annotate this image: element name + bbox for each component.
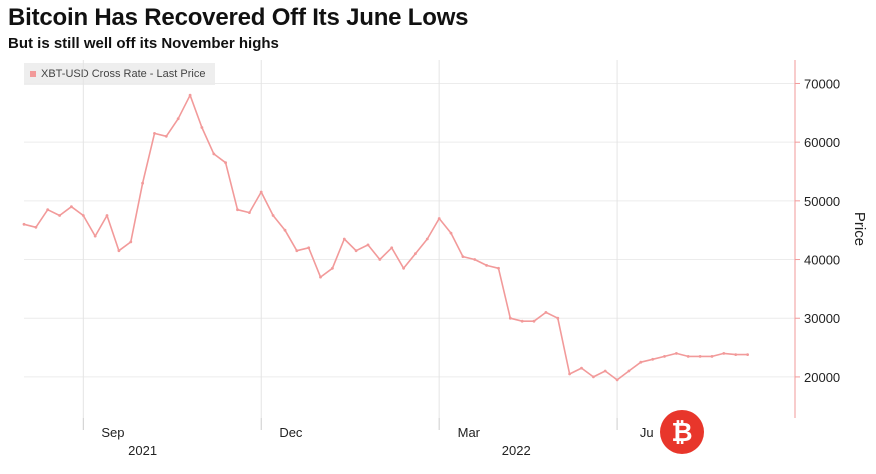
data-point <box>224 161 228 165</box>
data-point <box>93 234 97 238</box>
x-tick-label: Sep <box>101 425 124 440</box>
chart-subtitle: But is still well off its November highs <box>8 35 279 52</box>
y-tick-label: 70000 <box>804 76 840 91</box>
data-point <box>354 249 358 253</box>
data-point <box>734 353 738 356</box>
axis-layer: 20000 30000 40000 50000 60000 70000 Sep Dec Mar J… <box>82 60 868 458</box>
data-point <box>532 319 536 323</box>
data-point <box>117 249 121 253</box>
data-point <box>675 352 678 355</box>
bitcoin-logo-icon: ₿ <box>660 410 704 454</box>
data-point <box>580 366 583 370</box>
data-point <box>390 246 394 250</box>
y-tick-label: 50000 <box>804 194 840 209</box>
y-tick-label: 40000 <box>804 253 840 268</box>
data-point <box>414 252 417 256</box>
x-tick-label: Ju <box>640 425 654 440</box>
data-point <box>497 266 500 270</box>
legend: XBT-USD Cross Rate - Last Price <box>24 63 216 85</box>
data-point <box>153 132 156 135</box>
data-point <box>615 378 619 382</box>
data-point <box>603 369 607 373</box>
legend-label: XBT-USD Cross Rate - Last Price <box>41 68 206 80</box>
x-year-label: 2022 <box>502 443 531 458</box>
data-point <box>212 152 216 156</box>
series-line <box>23 94 748 381</box>
data-point <box>259 190 263 194</box>
data-point <box>378 258 382 261</box>
data-point <box>556 316 560 320</box>
data-point <box>449 231 453 235</box>
data-point <box>639 360 643 364</box>
data-point <box>129 240 133 244</box>
data-point <box>461 255 465 258</box>
data-point <box>307 246 311 250</box>
data-point <box>425 237 429 241</box>
data-point <box>627 369 631 373</box>
data-point <box>236 208 239 212</box>
data-point <box>544 311 548 314</box>
data-point <box>746 353 749 356</box>
chart-title: Bitcoin Has Recovered Off Its June Lows <box>8 4 469 31</box>
data-point <box>568 372 571 376</box>
y-axis-title: Price <box>851 212 868 246</box>
data-point <box>188 93 192 97</box>
legend-swatch <box>30 71 36 77</box>
data-point <box>248 211 251 215</box>
series-layer <box>22 93 749 382</box>
y-tick-label: 20000 <box>804 370 840 385</box>
y-tick-label: 60000 <box>804 135 840 150</box>
data-point <box>698 355 702 358</box>
data-point <box>22 222 26 226</box>
y-tick-label: 30000 <box>804 311 840 326</box>
data-point <box>319 275 322 279</box>
x-year-label: 2021 <box>128 443 157 458</box>
data-point <box>70 205 73 209</box>
data-point <box>663 355 666 358</box>
data-point <box>141 181 145 185</box>
data-point <box>105 214 109 217</box>
x-tick-label: Mar <box>458 425 481 440</box>
data-point <box>473 258 477 261</box>
data-point <box>331 266 334 270</box>
x-tick-label: Dec <box>279 425 303 440</box>
data-point <box>164 134 168 138</box>
data-point <box>722 352 726 355</box>
data-point <box>485 264 488 267</box>
data-point <box>592 375 595 379</box>
data-point <box>295 249 299 253</box>
data-point <box>651 357 655 361</box>
grid-layer <box>24 60 795 418</box>
data-point <box>437 217 441 220</box>
data-point <box>508 316 512 320</box>
data-point <box>366 243 370 247</box>
data-point <box>176 117 180 121</box>
data-point <box>686 355 690 358</box>
data-point <box>58 214 61 217</box>
data-point <box>200 126 204 129</box>
data-point <box>710 355 714 358</box>
data-point <box>283 228 287 232</box>
data-point <box>271 214 275 217</box>
data-point <box>402 266 405 270</box>
data-point <box>520 319 524 323</box>
data-point <box>342 237 346 241</box>
data-point <box>81 214 85 217</box>
data-point <box>46 208 50 212</box>
data-point <box>34 225 38 229</box>
